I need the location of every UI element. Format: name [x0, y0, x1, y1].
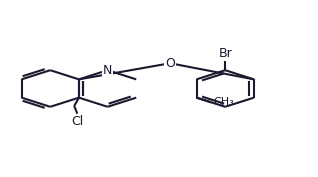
- Text: CH₃: CH₃: [213, 97, 234, 107]
- Text: Cl: Cl: [71, 115, 83, 128]
- Text: N: N: [103, 64, 112, 77]
- Text: O: O: [165, 57, 175, 70]
- Text: Br: Br: [218, 47, 232, 60]
